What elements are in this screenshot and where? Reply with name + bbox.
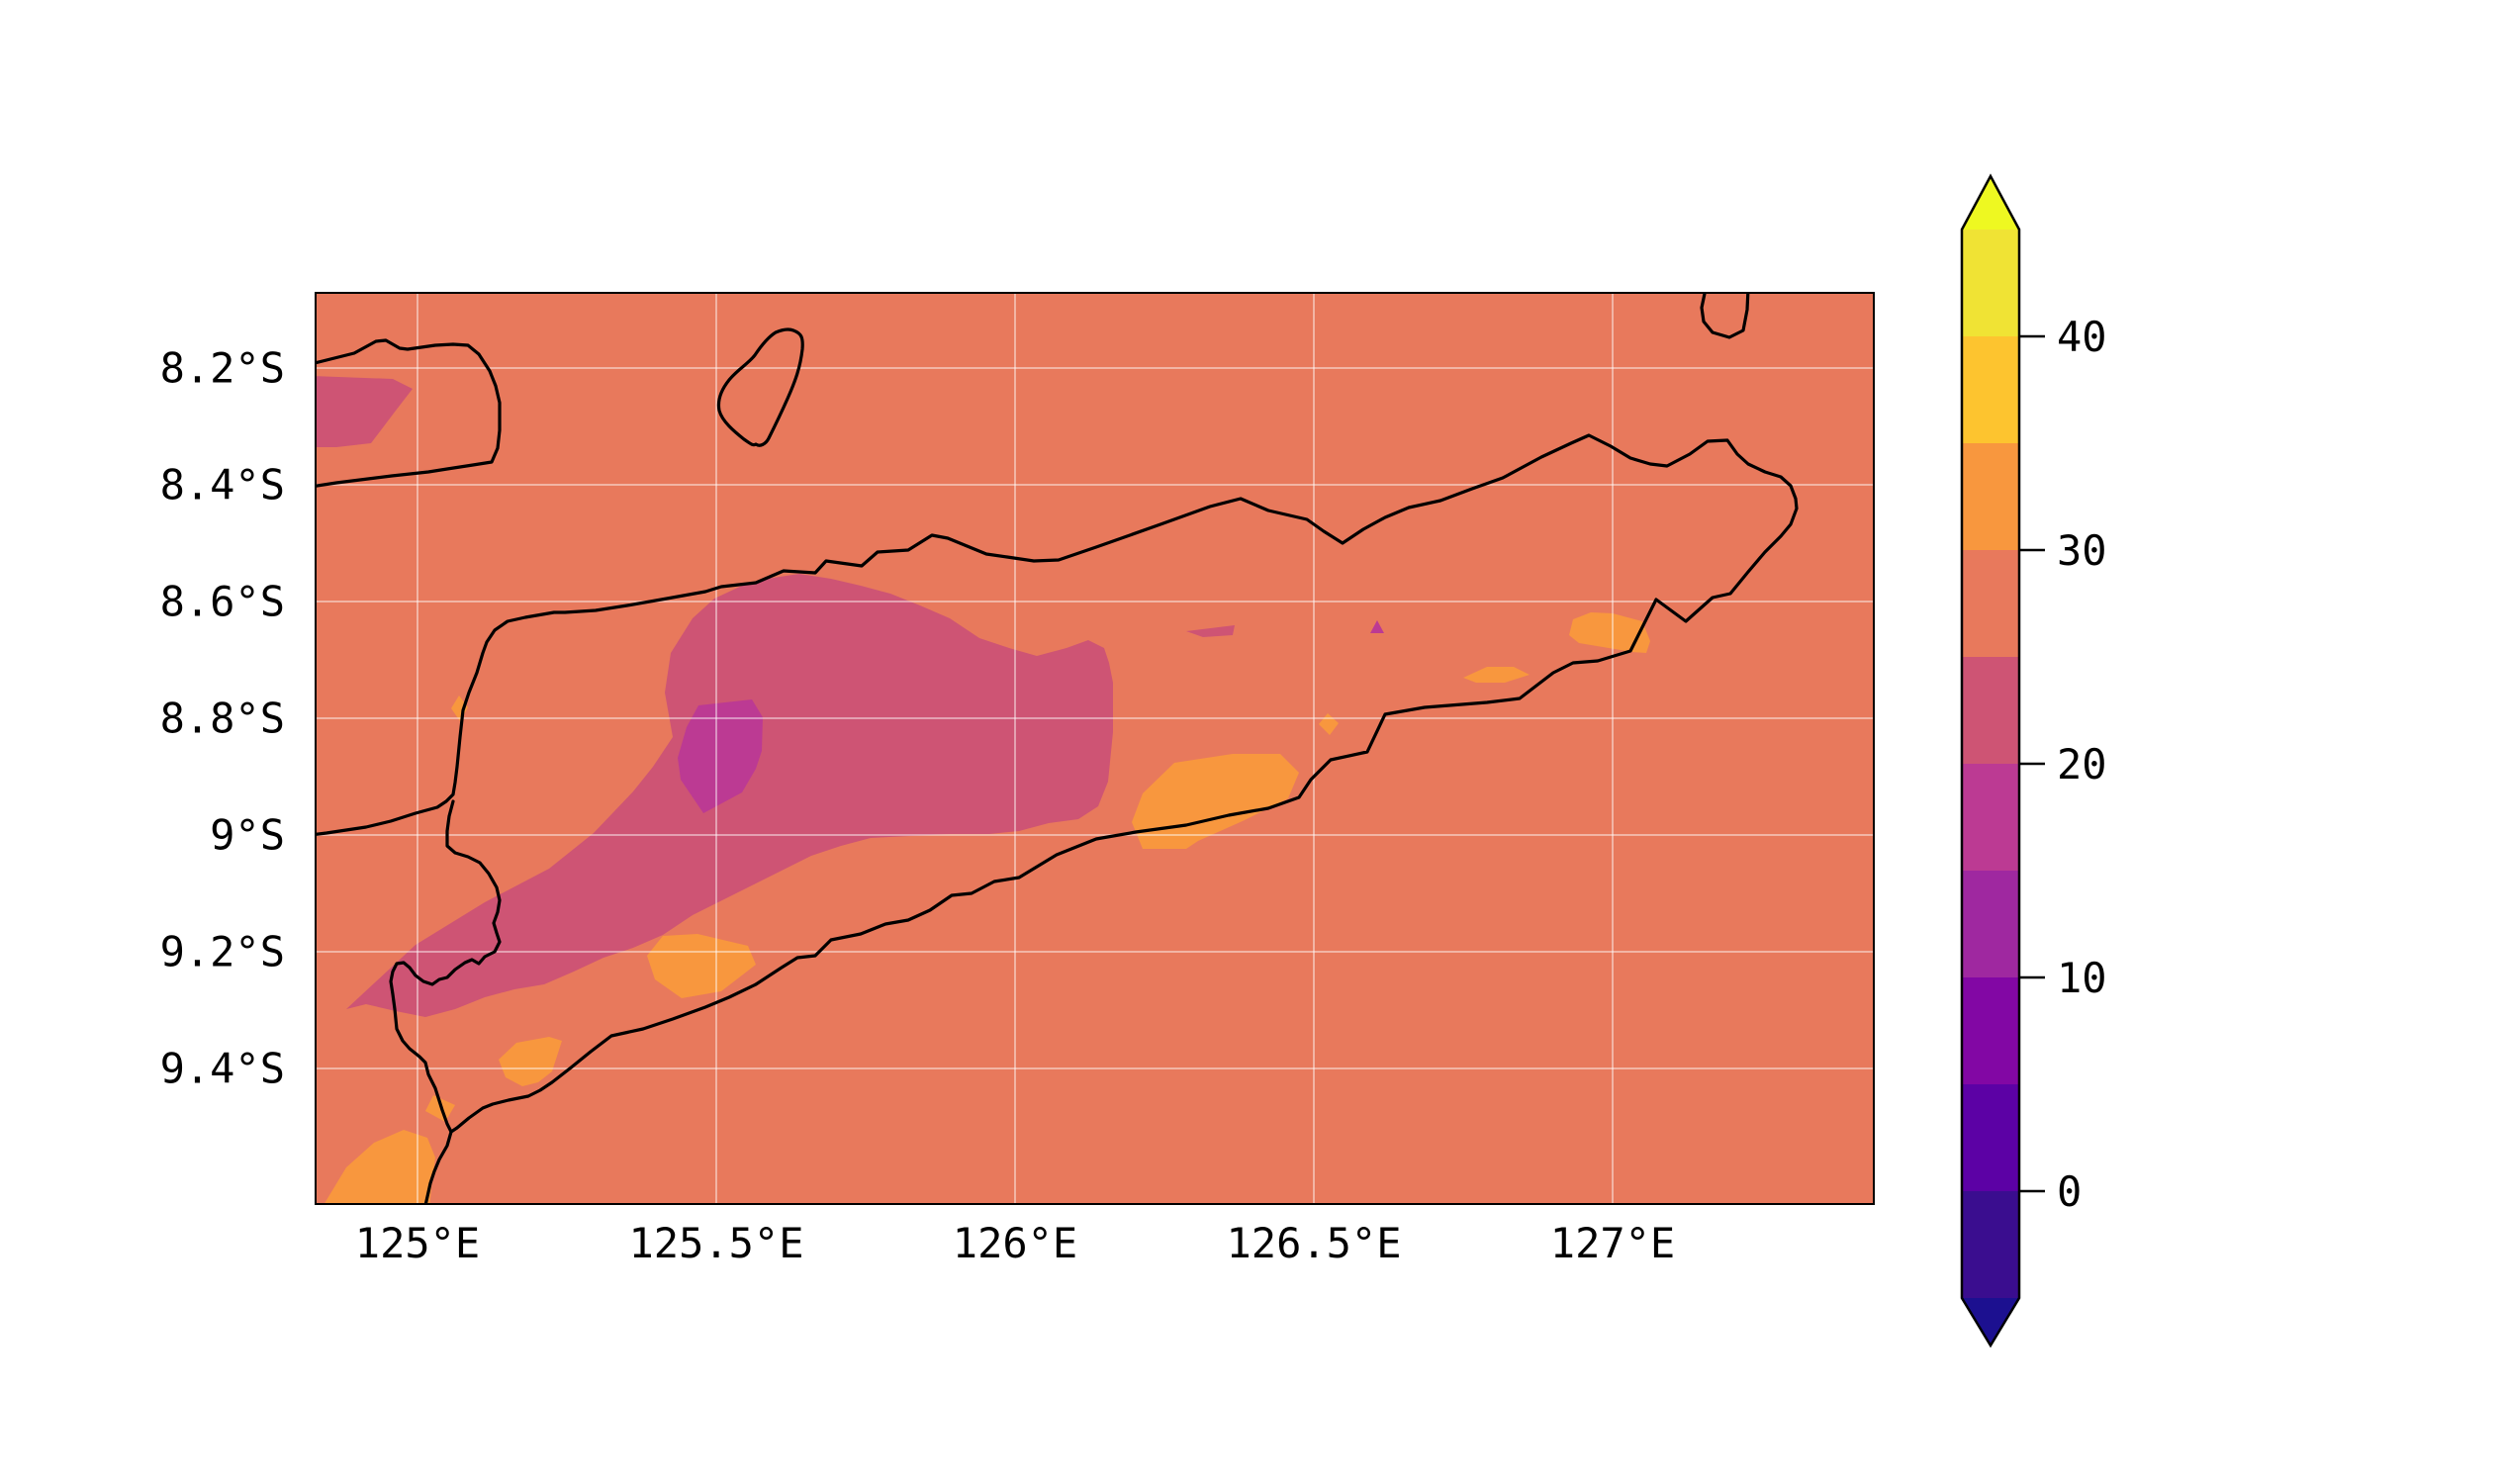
warm-patch-corner [324,1130,435,1205]
warm-patch-east-coast-big [1132,754,1299,849]
coastlines [315,292,1799,1205]
y-tick-label-9.2S: 9.2°S [159,927,285,976]
x-tick-label-127E: 127°E [1549,1219,1676,1267]
warm-patch-southwest-1 [499,1037,562,1086]
cb-band-0-5 [1962,1084,2019,1191]
cb-band-10-15 [1962,871,2019,977]
graticule [315,292,1875,1205]
colorbar: 40 30 20 10 0 [1960,173,2107,1348]
y-tick-label-8.8S: 8.8°S [159,694,285,743]
cb-band-5-10 [1962,977,2019,1084]
warm-patch-border-coast [451,696,468,721]
y-tick-label-8.4S: 8.4°S [159,460,285,510]
cb-label-10: 10 [2057,954,2107,1002]
y-tick-label-8.2S: 8.2°S [159,343,285,393]
colorbar-tick-labels: 40 30 20 10 0 [2057,313,2107,1216]
warm-patch-east-3 [1319,713,1339,735]
cb-label-30: 30 [2057,526,2107,575]
x-tick-label-125E: 125°E [354,1219,481,1267]
colorbar-outline [1960,173,2021,1348]
contour-alor-patch-20-25 [315,376,413,447]
cb-band-20-25 [1962,657,2019,764]
x-tick-label-126.5E: 126.5°E [1226,1219,1402,1267]
contour-warm-patches-30-35 [324,612,1650,1205]
cb-label-0: 0 [2057,1167,2082,1216]
y-tick-label-9S: 9°S [210,810,285,860]
contour-core-15-20 [678,699,763,813]
coastline-alor-island [315,338,502,489]
cb-band-25-30 [1962,550,2019,657]
warm-patch-east-2 [1463,667,1530,683]
cb-band-30-35 [1962,443,2019,550]
warm-patch-east-1 [1569,612,1650,653]
colorbar-under-triangle [1962,1298,2019,1345]
border-line [389,799,502,1134]
cb-label-20: 20 [2057,740,2107,788]
coastline-atauro-island [716,327,804,447]
colorbar-over-triangle [1962,176,2019,230]
y-tick-label-9.4S: 9.4°S [159,1044,285,1093]
y-tick-label-8.6S: 8.6°S [159,577,285,626]
warm-patch-south-center [647,934,756,998]
map-canvas [315,292,1875,1205]
cb-band-35-40 [1962,336,2019,443]
coastline-timor-island [315,433,1799,1205]
cb-band--5-0 [1962,1191,2019,1298]
cb-band-15-20 [1962,764,2019,871]
x-tick-label-125.5E: 125.5°E [628,1219,804,1267]
colorbar-bands [1962,230,2019,1298]
contour-sliver-20-25 [1186,625,1235,637]
coastline-wetar-island [1700,292,1750,339]
colorbar-ticks [2019,334,2045,1193]
contour-spot-15-20 [1370,620,1384,633]
cb-band-40-45 [1962,230,2019,336]
cb-label-40: 40 [2057,313,2107,361]
x-tick-label-126E: 126°E [952,1219,1078,1267]
